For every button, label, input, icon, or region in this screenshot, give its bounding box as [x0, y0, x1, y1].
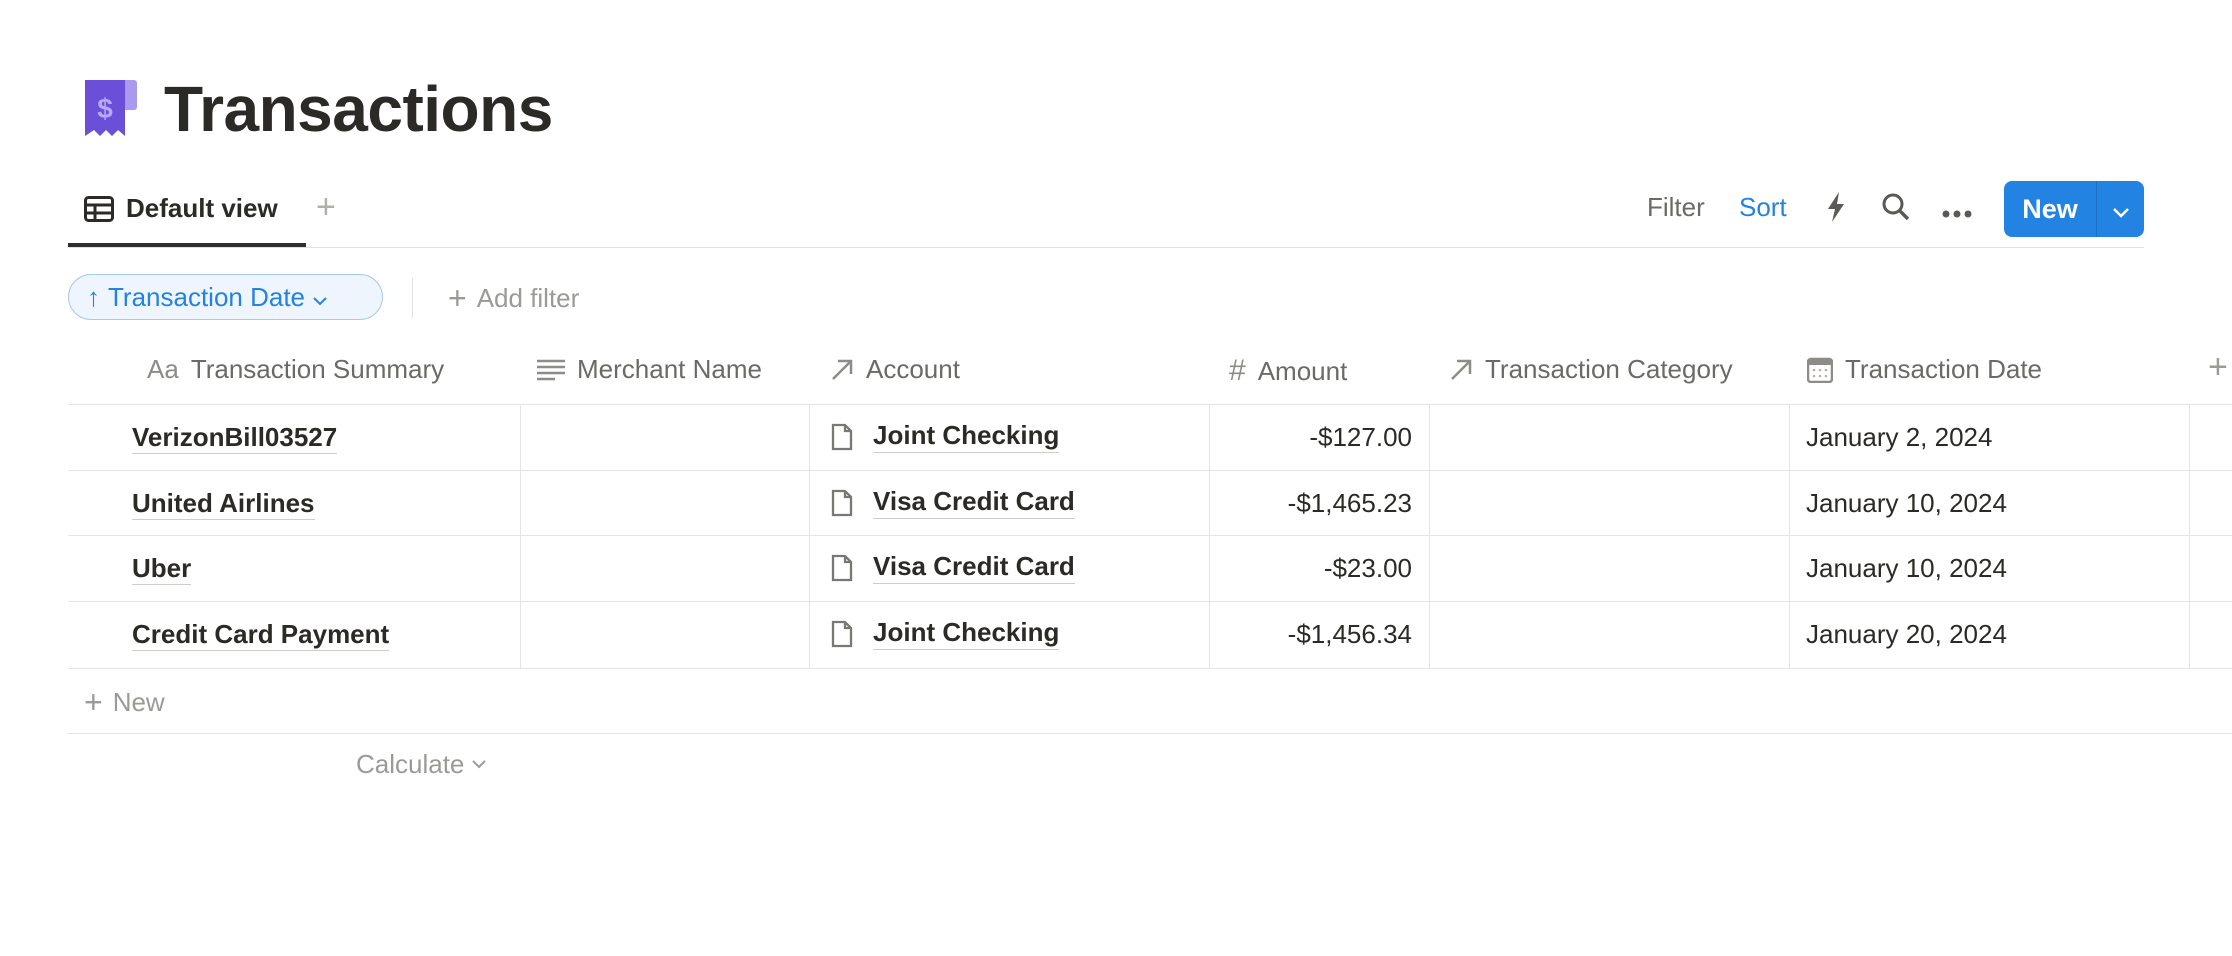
calendar-icon [1807, 357, 1833, 383]
tab-default-view[interactable]: Default view [84, 193, 278, 224]
date-cell[interactable]: January 2, 2024 [1806, 422, 1993, 452]
row-divider [68, 535, 2232, 536]
calculate-label: Calculate [356, 749, 465, 779]
row-divider [68, 601, 2232, 602]
page-icon [831, 423, 853, 450]
column-label: Transaction Category [1485, 354, 1733, 384]
tab-label: Default view [126, 193, 278, 223]
new-button[interactable]: New [2004, 181, 2144, 237]
table-icon [84, 195, 114, 222]
column-header-amount[interactable]: # Amount [1229, 354, 1347, 388]
column-header-transaction-category[interactable]: Transaction Category [1449, 354, 1733, 385]
amount-cell[interactable]: -$1,456.34 [1287, 619, 1412, 649]
column-label: Amount [1257, 355, 1348, 386]
row-divider [68, 733, 2232, 734]
date-cell[interactable]: January 10, 2024 [1806, 488, 2007, 518]
add-filter-button[interactable]: + Add filter [448, 280, 579, 317]
plus-icon: + [84, 684, 103, 720]
amount-cell[interactable]: -$23.00 [1323, 553, 1412, 583]
chevron-down-icon [313, 282, 327, 313]
new-button-label: New [2022, 193, 2078, 224]
column-header-transaction-summary[interactable]: Aa Transaction Summary [147, 354, 444, 385]
account-link[interactable]: Visa Credit Card [873, 486, 1075, 519]
page-icon: $ [81, 80, 139, 145]
active-tab-indicator [68, 243, 306, 247]
account-cell[interactable]: Joint Checking [831, 617, 1060, 650]
column-divider [809, 404, 810, 668]
column-divider [2189, 404, 2190, 668]
page-title: Transactions [164, 73, 553, 145]
more-options-icon[interactable] [1942, 205, 1972, 223]
calculate-button[interactable]: Calculate [356, 749, 487, 780]
column-label: Account [866, 354, 960, 384]
add-column-button[interactable]: + [2208, 348, 2228, 386]
page-icon [831, 620, 853, 647]
transaction-summary-link[interactable]: Uber [132, 553, 192, 585]
text-lines-icon [537, 359, 565, 380]
plus-icon: + [448, 280, 467, 316]
sort-chip[interactable]: ↑ Transaction Date [68, 274, 383, 320]
account-link[interactable]: Joint Checking [873, 617, 1060, 650]
account-link[interactable]: Visa Credit Card [873, 551, 1075, 584]
account-cell[interactable]: Visa Credit Card [831, 551, 1075, 584]
sort-chip-label: Transaction Date [108, 281, 306, 312]
receipt-dollar-icon: $ [85, 80, 137, 136]
date-cell[interactable]: January 20, 2024 [1806, 619, 2007, 649]
date-cell[interactable]: January 10, 2024 [1806, 553, 2007, 583]
column-label: Transaction Summary [190, 354, 445, 384]
column-label: Merchant Name [577, 354, 762, 384]
number-hash-icon: # [1229, 354, 1246, 387]
account-link[interactable]: Joint Checking [873, 420, 1060, 453]
relation-arrow-icon [832, 359, 853, 380]
add-view-button[interactable]: + [316, 188, 336, 226]
add-filter-label: Add filter [476, 283, 580, 313]
column-header-transaction-date[interactable]: Transaction Date [1807, 354, 2042, 385]
svg-text:$: $ [97, 93, 113, 124]
column-divider [1429, 404, 1430, 668]
page-icon [831, 554, 853, 581]
transaction-summary-link[interactable]: Credit Card Payment [132, 619, 390, 651]
column-divider [1209, 404, 1210, 668]
row-divider [68, 404, 2232, 405]
add-row-button[interactable]: + New [84, 684, 165, 721]
amount-cell[interactable]: -$1,465.23 [1287, 488, 1412, 518]
account-cell[interactable]: Visa Credit Card [831, 486, 1075, 519]
search-icon[interactable] [1882, 192, 1910, 227]
chevron-down-icon [472, 760, 487, 769]
automation-bolt-icon[interactable] [1826, 192, 1846, 227]
transaction-summary-link[interactable]: VerizonBill03527 [132, 422, 338, 454]
divider [412, 278, 413, 318]
divider [68, 247, 2144, 248]
account-cell[interactable]: Joint Checking [831, 420, 1060, 453]
relation-arrow-icon [1451, 359, 1472, 380]
column-divider [1789, 404, 1790, 668]
page-icon [831, 489, 853, 516]
arrow-up-icon: ↑ [87, 281, 100, 312]
amount-cell[interactable]: -$127.00 [1309, 422, 1412, 452]
column-divider [520, 404, 521, 668]
row-divider [68, 470, 2232, 471]
sort-button[interactable]: Sort [1739, 192, 1787, 222]
new-row-label: New [112, 687, 165, 717]
row-divider [68, 668, 2232, 669]
chevron-down-icon[interactable] [2097, 194, 2144, 225]
column-header-merchant-name[interactable]: Merchant Name [537, 354, 762, 385]
filter-button[interactable]: Filter [1647, 192, 1705, 222]
column-header-account[interactable]: Account [830, 354, 960, 385]
title-aa-icon: Aa [147, 354, 179, 384]
transaction-summary-link[interactable]: United Airlines [132, 488, 315, 520]
column-label: Transaction Date [1845, 354, 2043, 384]
